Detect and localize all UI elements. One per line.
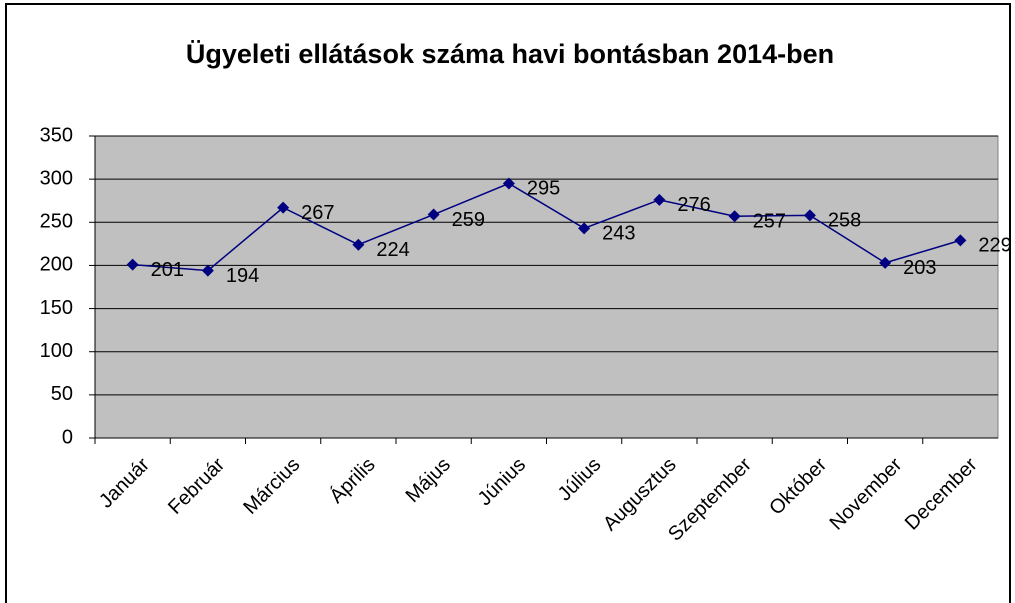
y-tick-label: 200 xyxy=(40,254,73,276)
y-tick-label: 0 xyxy=(62,426,73,448)
chart-title: Ügyeleti ellátások száma havi bontásban … xyxy=(186,39,834,69)
y-tick-label: 250 xyxy=(40,211,73,233)
y-tick-label: 300 xyxy=(40,167,73,189)
y-tick-label: 50 xyxy=(51,383,73,405)
marker xyxy=(728,210,741,223)
marker xyxy=(879,256,892,269)
data-label: 194 xyxy=(226,265,259,287)
data-label: 201 xyxy=(151,259,184,281)
marker xyxy=(277,201,290,214)
data-label: 295 xyxy=(527,178,560,200)
data-label: 203 xyxy=(903,257,936,279)
marker xyxy=(653,193,666,206)
data-label: 243 xyxy=(602,223,635,245)
data-label: 276 xyxy=(677,194,710,216)
y-tick-label: 100 xyxy=(40,340,73,362)
data-label: 258 xyxy=(828,210,861,232)
marker xyxy=(352,238,365,251)
line xyxy=(132,182,961,272)
data-label: 229 xyxy=(978,235,1011,257)
marker xyxy=(803,209,816,222)
plot-area xyxy=(94,135,999,439)
marker xyxy=(427,208,440,221)
marker xyxy=(578,222,591,235)
marker xyxy=(201,264,214,277)
data-label: 267 xyxy=(301,202,334,224)
data-label: 224 xyxy=(376,239,409,261)
marker xyxy=(502,177,515,190)
y-tick-label: 150 xyxy=(40,297,73,319)
marker xyxy=(954,234,967,247)
data-label: 259 xyxy=(452,209,485,231)
data-label: 257 xyxy=(753,211,786,233)
marker xyxy=(126,258,139,271)
y-tick-label: 350 xyxy=(40,124,73,146)
